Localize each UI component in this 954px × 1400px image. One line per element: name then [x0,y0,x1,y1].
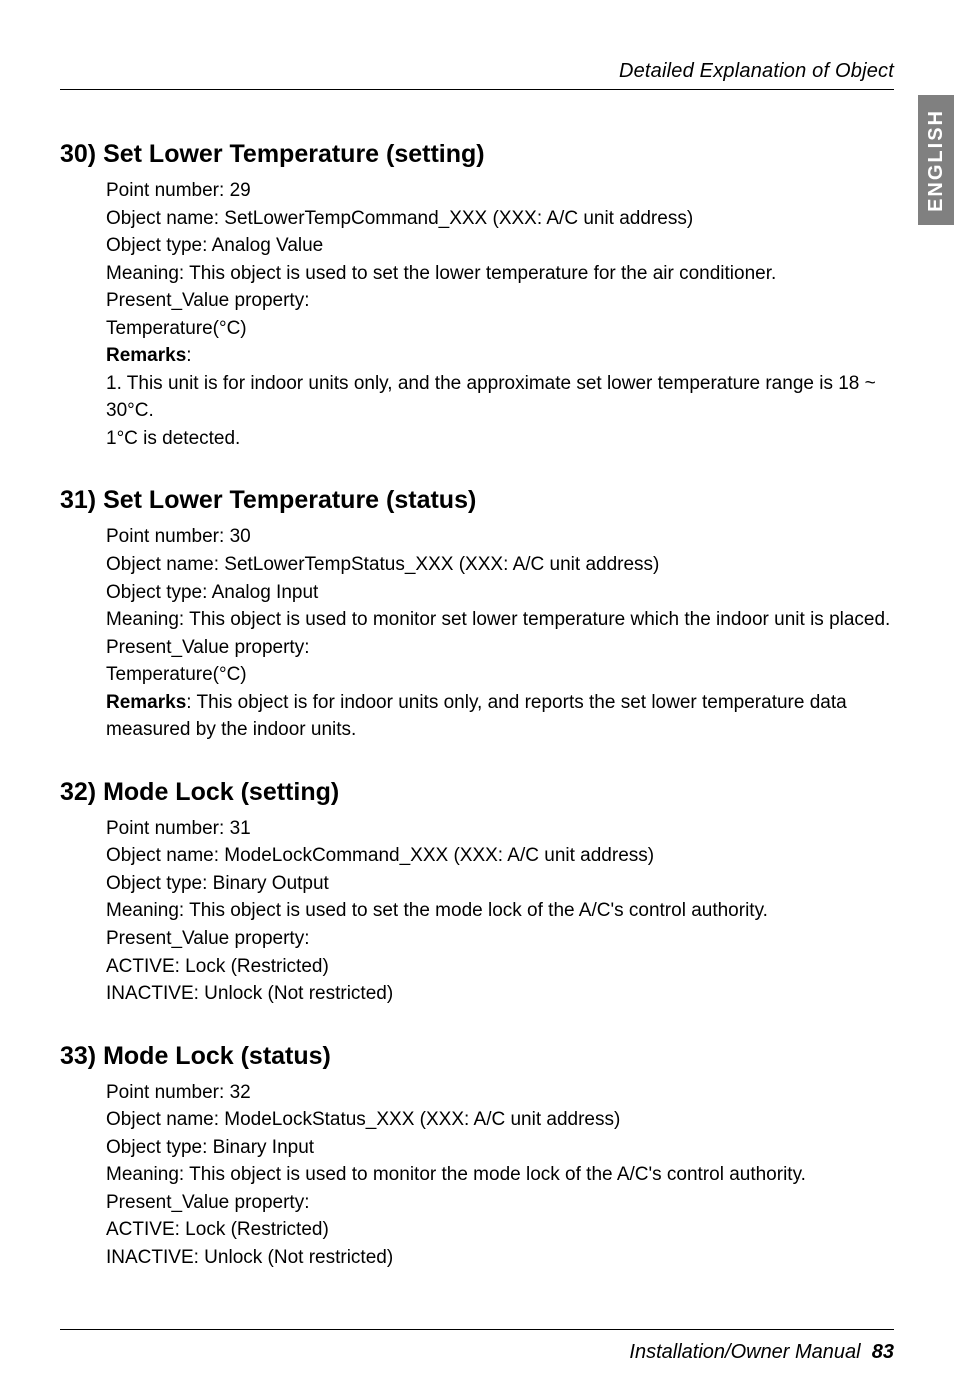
text-line: 1. This unit is for indoor units only, a… [106,370,894,425]
text-line: Meaning: This object is used to monitor … [106,1161,894,1189]
text-line: Point number: 30 [106,523,894,551]
text-line: Object type: Binary Input [106,1134,894,1162]
text-line: measured by the indoor units. [106,716,894,744]
section-30: 30) Set Lower Temperature (setting) Poin… [60,140,894,452]
section-30-body: Point number: 29 Object name: SetLowerTe… [60,177,894,452]
section-31: 31) Set Lower Temperature (status) Point… [60,486,894,743]
text-line: INACTIVE: Unlock (Not restricted) [106,980,894,1008]
text-line: Present_Value property: [106,925,894,953]
section-33-body: Point number: 32 Object name: ModeLockSt… [60,1079,894,1272]
text-line: Object name: ModeLockCommand_XXX (XXX: A… [106,842,894,870]
header-rule [60,89,894,90]
text-line: Point number: 32 [106,1079,894,1107]
text-line: Object name: SetLowerTempCommand_XXX (XX… [106,205,894,233]
text-line: Object type: Analog Input [106,579,894,607]
section-31-body: Point number: 30 Object name: SetLowerTe… [60,523,894,743]
running-header: Detailed Explanation of Object [60,60,894,83]
footer-text: Installation/Owner Manual [629,1341,860,1363]
text-line: Meaning: This object is used to set the … [106,260,894,288]
section-30-title: 30) Set Lower Temperature (setting) [60,140,894,169]
remarks-label: Remarks [106,345,186,366]
text-span: : This object is for indoor units only, … [186,692,846,713]
text-line: Temperature(°C) [106,315,894,343]
language-tab: ENGLISH [918,95,954,225]
text-line: Present_Value property: [106,287,894,315]
section-32: 32) Mode Lock (setting) Point number: 31… [60,778,894,1008]
text-line: Object name: ModeLockStatus_XXX (XXX: A/… [106,1106,894,1134]
text-line: Object type: Binary Output [106,870,894,898]
section-32-body: Point number: 31 Object name: ModeLockCo… [60,815,894,1008]
text-line: Object type: Analog Value [106,232,894,260]
remarks-label: Remarks [106,692,186,713]
text-line: Remarks: This object is for indoor units… [106,689,894,717]
footer: Installation/Owner Manual 83 [629,1341,894,1364]
footer-rule [60,1329,894,1330]
text-line: Temperature(°C) [106,661,894,689]
page-content: 30) Set Lower Temperature (setting) Poin… [60,140,894,1272]
text-line: 1°C is detected. [106,425,894,453]
text-line: Meaning: This object is used to set the … [106,897,894,925]
text-line: Point number: 29 [106,177,894,205]
text-line: Meaning: This object is used to monitor … [106,606,894,634]
section-31-title: 31) Set Lower Temperature (status) [60,486,894,515]
text-span: : [186,345,191,366]
language-tab-label: ENGLISH [925,109,948,212]
text-line: Point number: 31 [106,815,894,843]
text-line: Present_Value property: [106,634,894,662]
text-line: ACTIVE: Lock (Restricted) [106,953,894,981]
text-line: Remarks: [106,342,894,370]
section-32-title: 32) Mode Lock (setting) [60,778,894,807]
text-line: ACTIVE: Lock (Restricted) [106,1216,894,1244]
section-33: 33) Mode Lock (status) Point number: 32 … [60,1042,894,1272]
text-line: Object name: SetLowerTempStatus_XXX (XXX… [106,551,894,579]
page-number: 83 [872,1341,894,1363]
text-line: Present_Value property: [106,1189,894,1217]
section-33-title: 33) Mode Lock (status) [60,1042,894,1071]
text-line: INACTIVE: Unlock (Not restricted) [106,1244,894,1272]
